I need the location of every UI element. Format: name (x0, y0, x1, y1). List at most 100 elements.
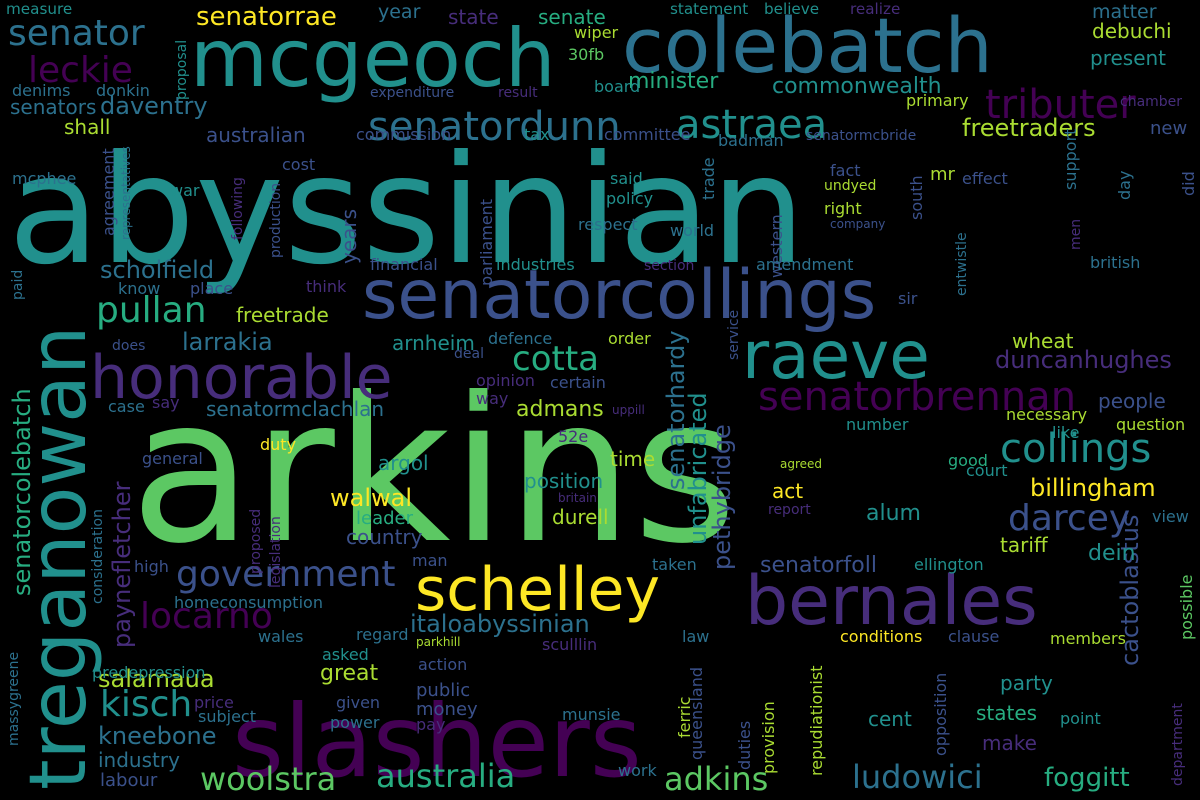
word: predepression (92, 663, 206, 682)
word: foggitt (1044, 763, 1130, 793)
word: debuchi (1092, 19, 1172, 43)
word: measure (6, 0, 72, 18)
word: high (134, 557, 169, 576)
word: senatorhardy (662, 330, 690, 490)
word: pullan (96, 290, 207, 331)
word: case (108, 397, 145, 416)
word: result (498, 85, 538, 101)
word: section (644, 258, 694, 274)
word: fact (830, 161, 861, 180)
word: subject (198, 707, 256, 726)
word: british (1090, 253, 1140, 272)
word: provision (759, 701, 778, 774)
word: astraea (676, 102, 827, 148)
word: asked (322, 645, 369, 664)
word: present (1090, 46, 1166, 70)
word: deal (454, 346, 484, 362)
word: think (306, 277, 347, 296)
word: state (448, 5, 499, 29)
word: representatives (119, 146, 133, 240)
word: mcgeoch (190, 12, 556, 105)
word: denims (12, 81, 71, 100)
word: report (768, 502, 811, 518)
word: senatormcbride (806, 128, 916, 144)
word: world (670, 221, 714, 240)
word: place (190, 279, 233, 298)
word: right (824, 199, 862, 218)
word: proposal (174, 40, 190, 100)
word: alum (866, 501, 921, 526)
word: government (176, 554, 395, 595)
word: munsie (562, 705, 621, 724)
word: ferric (675, 696, 694, 738)
word: members (1050, 629, 1126, 648)
word: realize (850, 0, 900, 18)
word: britain (558, 491, 597, 505)
word: cost (282, 155, 315, 174)
word: western (767, 214, 786, 278)
word: respect (578, 215, 637, 234)
word: agreed (780, 457, 822, 471)
word: australia (376, 757, 515, 795)
word: order (608, 329, 651, 348)
word: ellington (914, 555, 984, 574)
word: abyssinian (8, 124, 806, 298)
word: darcey (1008, 498, 1130, 539)
word: number (846, 415, 909, 434)
word: statement (670, 0, 748, 18)
word: tributer (985, 82, 1136, 128)
word: massygreene (6, 652, 22, 746)
word: arkins (130, 355, 737, 588)
word: senatorrae (196, 2, 337, 32)
word: years (337, 209, 361, 264)
word: senate (538, 5, 606, 29)
word: law (682, 627, 709, 646)
word: senatorfoll (760, 553, 877, 578)
word: treganowan (14, 326, 104, 790)
word: australian (206, 123, 306, 147)
word: parliament (477, 199, 496, 286)
word: war (170, 181, 200, 200)
word: badman (718, 131, 784, 150)
word: senatorcolebatch (8, 388, 36, 596)
word: industry (98, 748, 180, 772)
word: 52e (558, 427, 588, 446)
word: billingham (1030, 474, 1156, 502)
word: people (1098, 389, 1166, 413)
word: south (907, 175, 926, 220)
word: homeconsumption (174, 593, 323, 612)
word: point (1060, 709, 1101, 728)
word: consideration (90, 509, 106, 604)
word: say (152, 393, 180, 412)
word: tariff (1000, 533, 1049, 557)
word: scholfield (100, 256, 214, 284)
word: sculllin (542, 635, 597, 654)
word: cotta (512, 339, 599, 379)
word: way (476, 389, 508, 408)
word: cactoblastus (1116, 515, 1144, 666)
word: country (346, 525, 423, 549)
word: pethybridge (708, 424, 736, 570)
word: mr (930, 164, 956, 185)
word: support (1061, 129, 1080, 190)
word: leader (356, 508, 414, 529)
word: work (618, 761, 657, 780)
word: board (594, 77, 640, 96)
word: defence (488, 329, 552, 348)
word: leckie (28, 50, 133, 91)
word: possible (1177, 574, 1196, 640)
word: great (320, 661, 379, 686)
word: primary (906, 91, 969, 110)
word: make (982, 731, 1037, 755)
word: policy (606, 189, 653, 208)
word: tax (524, 125, 550, 144)
word: freetrade (236, 303, 329, 327)
word: freetraders (962, 114, 1096, 142)
word: position (524, 469, 603, 493)
word: man (412, 551, 448, 570)
word: minister (628, 69, 719, 94)
word: donkin (96, 81, 150, 100)
word: said (610, 169, 643, 188)
word: conditions (840, 627, 922, 646)
